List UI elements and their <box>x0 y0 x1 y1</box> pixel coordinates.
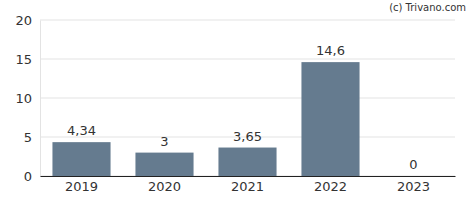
y-tick-label: 10 <box>15 91 32 106</box>
x-axis-line <box>41 176 456 177</box>
bar <box>135 153 193 176</box>
y-tick: 0 <box>24 169 40 184</box>
x-tick-label: 2023 <box>397 179 430 194</box>
y-tick: 20 <box>15 13 40 28</box>
data-label: 0 <box>409 157 417 172</box>
x-tick-label: 2022 <box>314 179 347 194</box>
annotation: (c) Trivano.com <box>389 2 466 13</box>
x-tick: 2022 <box>314 176 347 194</box>
y-axis-line <box>40 21 41 177</box>
bars <box>52 62 359 176</box>
data-label: 3,65 <box>233 129 262 144</box>
x-axis: 2019 2020 2021 2022 2023 <box>41 176 456 194</box>
bar <box>301 62 359 176</box>
y-tick-label: 5 <box>24 130 32 145</box>
bar <box>52 142 110 176</box>
y-axis: 0 5 10 15 20 <box>15 13 40 184</box>
grid-line <box>40 20 455 21</box>
y-tick-label: 15 <box>15 52 32 67</box>
data-labels: 4,34 3 3,65 14,6 0 <box>67 43 418 172</box>
y-tick: 15 <box>15 52 40 67</box>
grid <box>40 20 455 176</box>
bar <box>218 148 276 176</box>
x-tick-label: 2021 <box>231 179 264 194</box>
x-tick: 2020 <box>148 176 181 194</box>
grid-line <box>40 59 455 60</box>
data-label: 3 <box>160 134 168 149</box>
y-tick: 10 <box>15 91 40 106</box>
grid-line <box>40 98 455 99</box>
y-tick: 5 <box>24 130 40 145</box>
data-label: 4,34 <box>67 123 96 138</box>
x-tick-label: 2019 <box>65 179 98 194</box>
x-tick-label: 2020 <box>148 179 181 194</box>
data-label: 14,6 <box>316 43 345 58</box>
y-tick-label: 20 <box>15 13 32 28</box>
y-tick-label: 0 <box>24 169 32 184</box>
chart: 0 5 10 15 20 2019 2020 2021 2022 2023 4,34 3 3,65 14,… <box>0 0 470 200</box>
bar <box>384 176 442 177</box>
x-tick: 2023 <box>397 176 430 194</box>
x-tick: 2021 <box>231 176 264 194</box>
x-tick: 2019 <box>65 176 98 194</box>
